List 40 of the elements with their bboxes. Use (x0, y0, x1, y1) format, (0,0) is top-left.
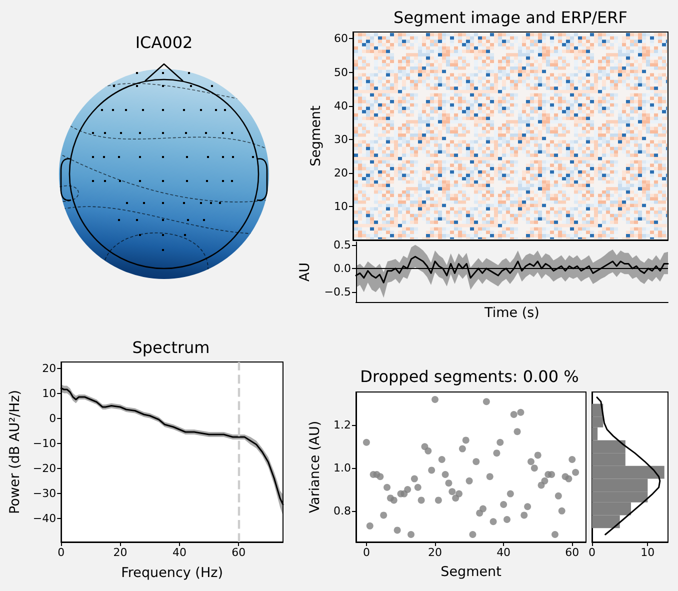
x-tick-label: 0 (58, 546, 65, 559)
x-tick-label: 40 (496, 546, 511, 559)
y-tick-label: 20 (42, 362, 56, 375)
chart-title: Spectrum (132, 338, 210, 357)
y-tick-label: 20 (334, 166, 348, 180)
y-tick-label: −30 (32, 486, 56, 500)
text: ICA002 (135, 33, 193, 52)
y-axis-title: Power (dB AU²/Hz) (7, 390, 23, 514)
x-tick-label: 20 (113, 546, 128, 559)
y-axis-title: Segment (308, 106, 324, 166)
x-axis-title: Time (s) (484, 305, 540, 321)
y-tick-label: 0.0 (334, 262, 351, 275)
y-axis-title: Variance (AU) (307, 420, 323, 514)
y-tick-label: 60 (334, 32, 348, 46)
x-tick-label: 40 (172, 546, 186, 559)
x-tick-label: 60 (232, 546, 246, 559)
x-tick-label: 10 (640, 546, 655, 559)
y-tick-label: 0.8 (334, 504, 351, 518)
x-axis-title: Frequency (Hz) (121, 565, 223, 581)
y-tick-label: 0.5 (334, 238, 351, 252)
y-tick-label: 50 (334, 66, 348, 79)
y-tick-label: −0.5 (324, 286, 351, 299)
y-tick-label: 10 (334, 200, 348, 213)
y-tick-label: −20 (32, 462, 56, 475)
y-tick-label: 40 (334, 99, 348, 112)
chart-title: Dropped segments: 0.00 % (360, 367, 579, 386)
y-tick-label: −10 (32, 436, 56, 450)
x-tick-label: 0 (362, 546, 370, 559)
x-tick-label: 0 (588, 546, 596, 559)
x-tick-label: 20 (428, 546, 442, 559)
y-axis-title: AU (297, 262, 313, 282)
y-tick-label: 1.0 (334, 462, 351, 475)
y-tick-label: 0 (49, 412, 56, 425)
y-tick-label: 10 (42, 386, 56, 400)
y-tick-label: −40 (32, 512, 56, 525)
chart-title: Segment image and ERP/ERF (394, 8, 628, 27)
y-tick-label: 1.2 (334, 418, 351, 432)
x-axis-title: Segment (440, 564, 502, 580)
y-tick-label: 30 (334, 132, 348, 146)
x-tick-label: 60 (565, 546, 580, 559)
